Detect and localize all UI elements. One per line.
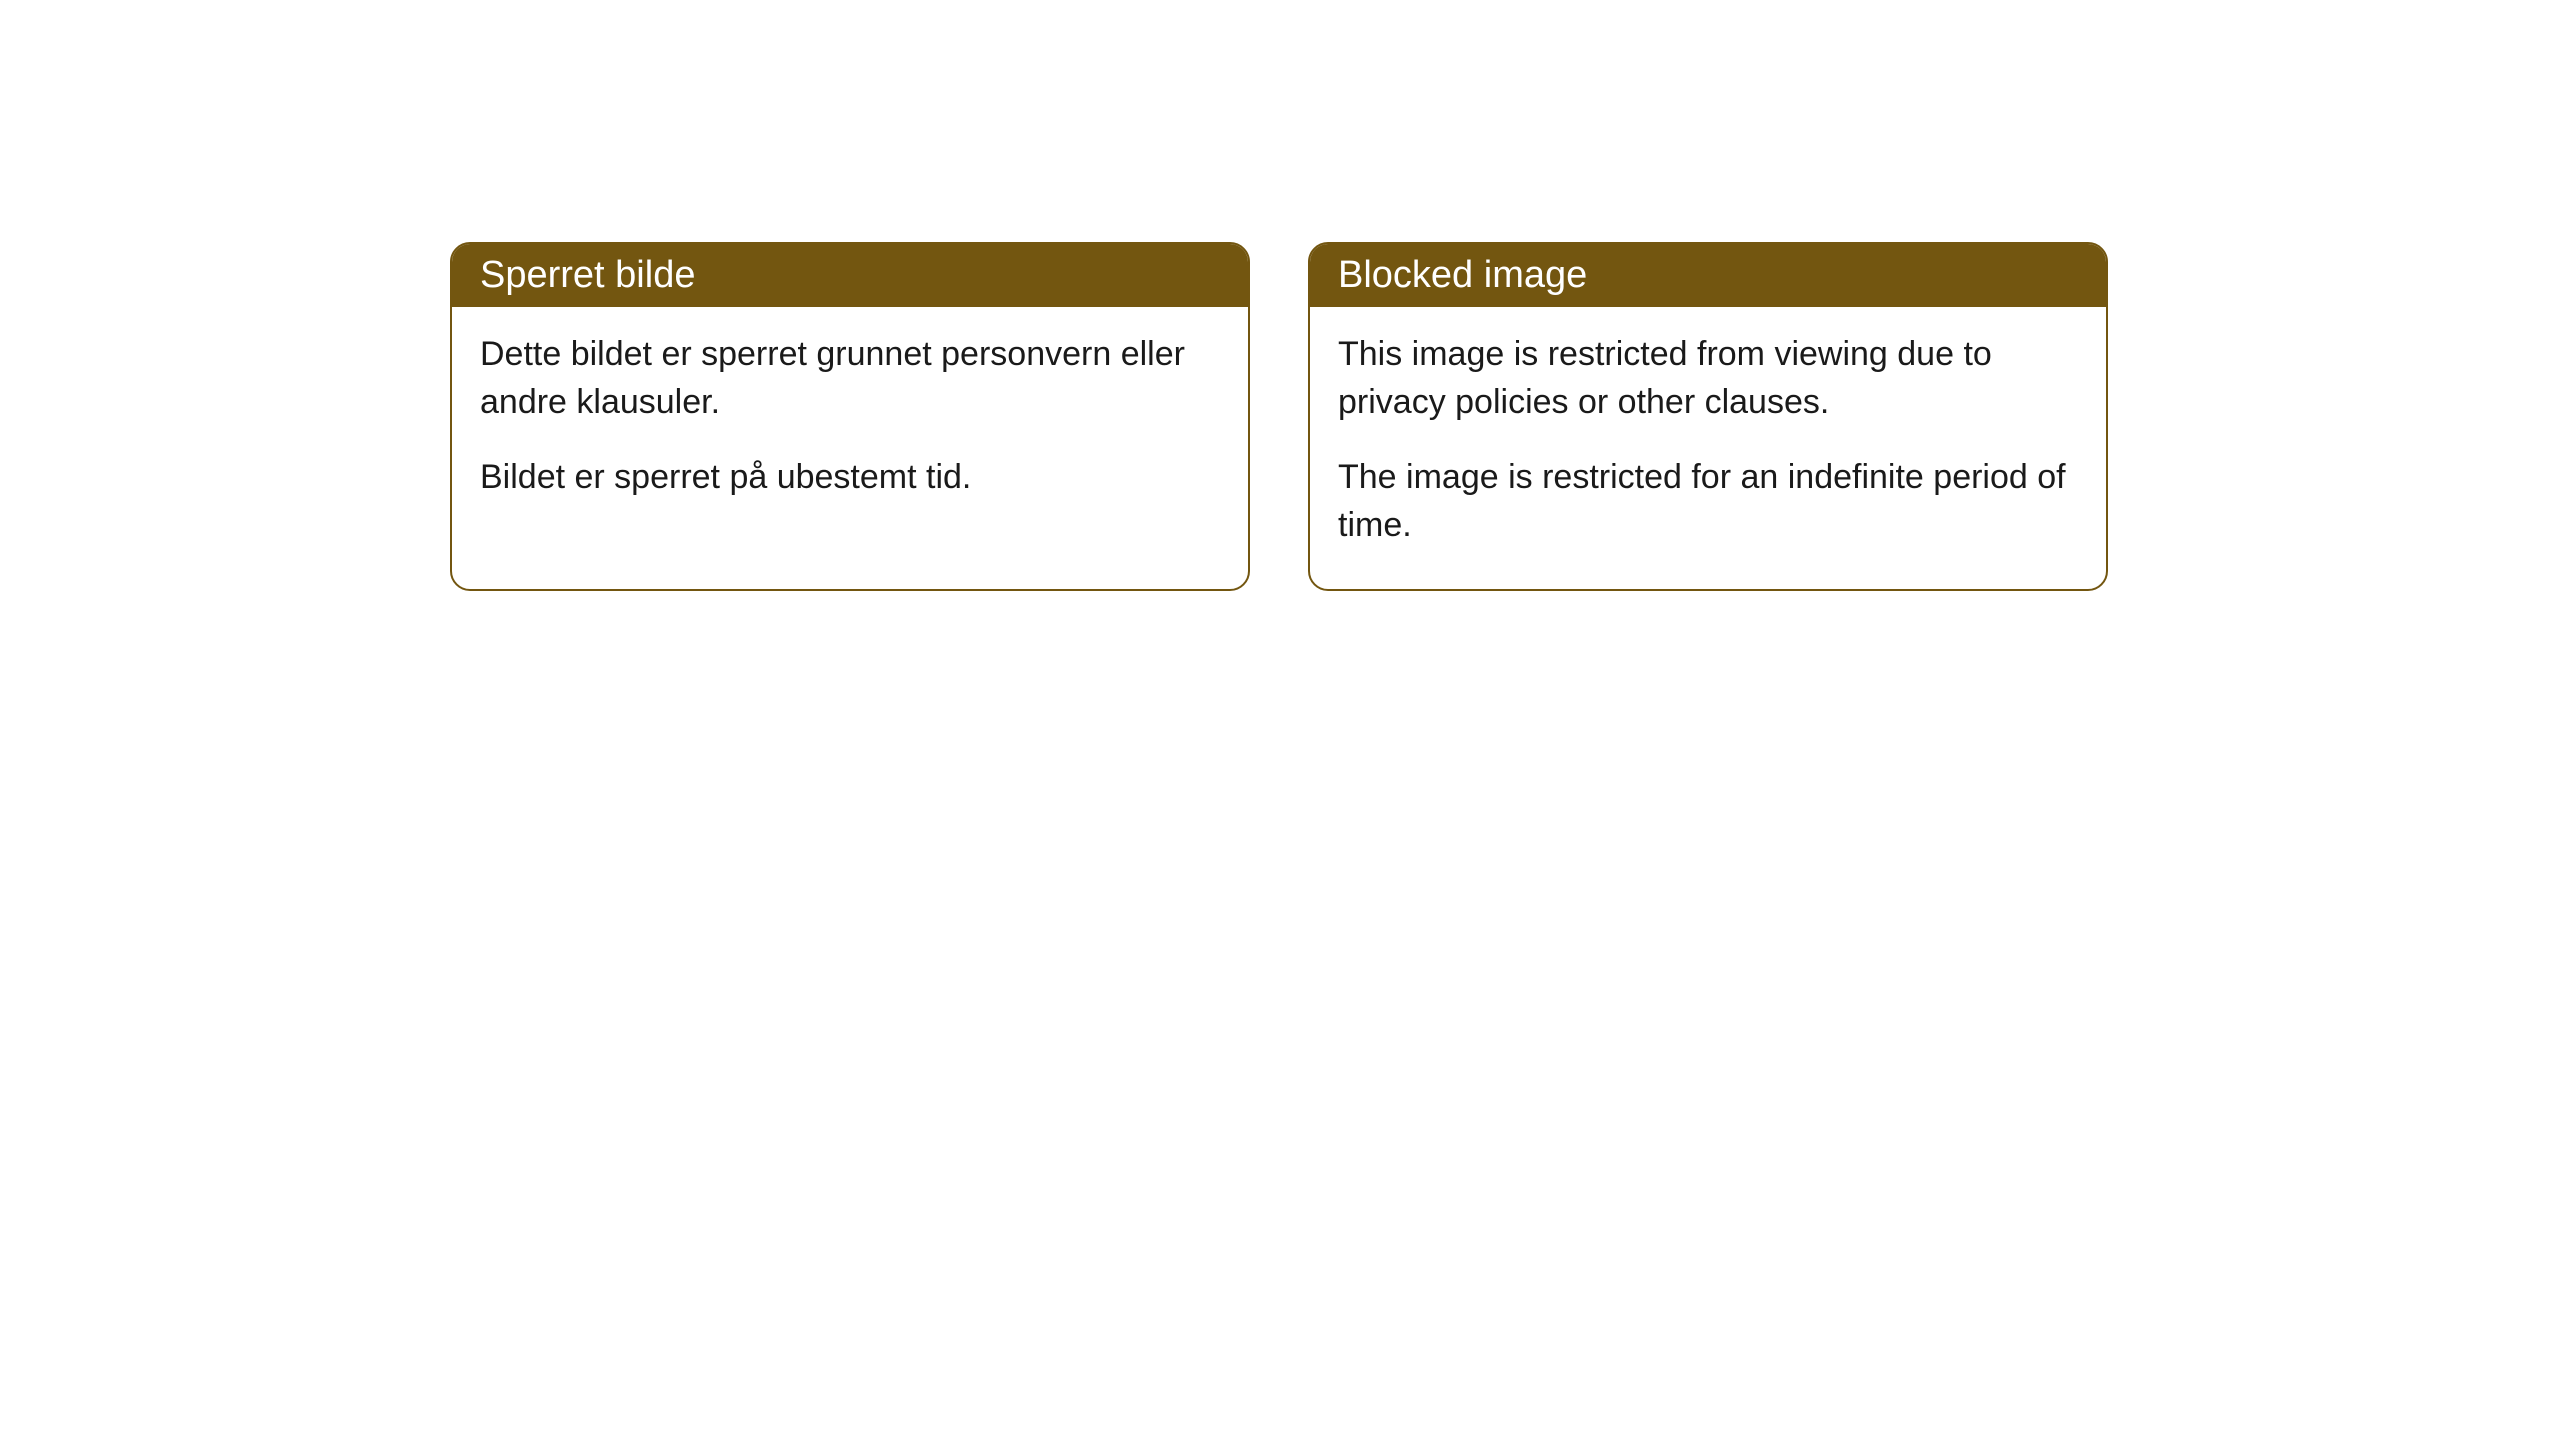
card-text: The image is restricted for an indefinit… [1338, 454, 2078, 549]
card-header-norwegian: Sperret bilde [452, 244, 1248, 307]
cards-container: Sperret bilde Dette bildet er sperret gr… [450, 242, 2108, 591]
card-text: Bildet er sperret på ubestemt tid. [480, 454, 1220, 502]
card-norwegian: Sperret bilde Dette bildet er sperret gr… [450, 242, 1250, 591]
card-english: Blocked image This image is restricted f… [1308, 242, 2108, 591]
card-text: Dette bildet er sperret grunnet personve… [480, 331, 1220, 426]
card-header-english: Blocked image [1310, 244, 2106, 307]
card-body-norwegian: Dette bildet er sperret grunnet personve… [452, 307, 1248, 542]
card-text: This image is restricted from viewing du… [1338, 331, 2078, 426]
card-body-english: This image is restricted from viewing du… [1310, 307, 2106, 589]
